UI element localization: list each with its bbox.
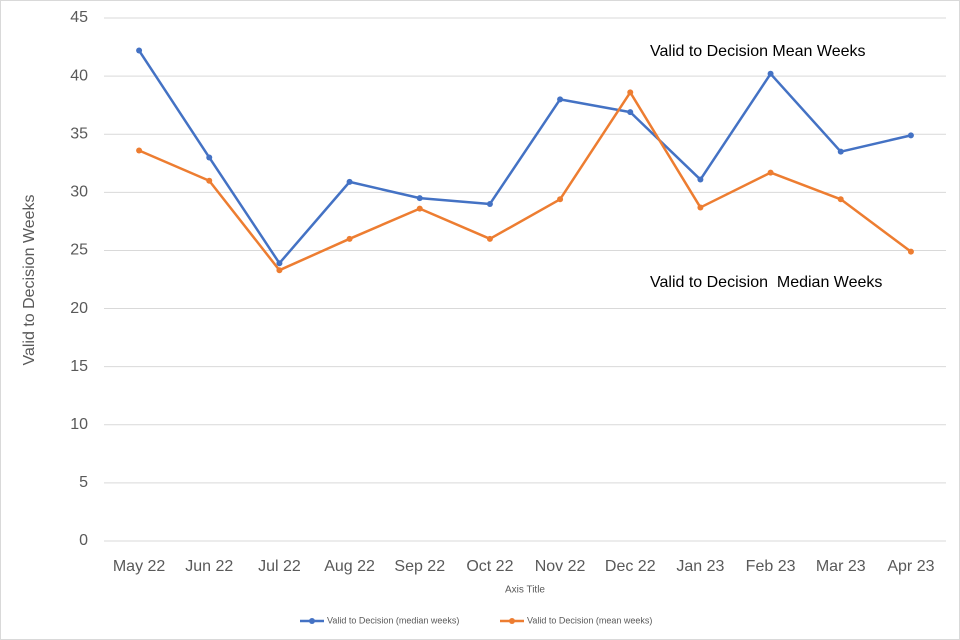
annotation: Valid to Decision Mean Weeks <box>650 43 866 60</box>
data-point <box>206 154 213 161</box>
data-point <box>486 200 493 207</box>
data-point <box>627 89 634 96</box>
data-point <box>136 47 143 54</box>
x-tick-label: Sep 22 <box>394 558 445 575</box>
x-tick-label: Dec 22 <box>605 558 656 575</box>
data-point <box>276 267 283 274</box>
data-point <box>346 178 353 185</box>
x-axis-title: Axis Title <box>505 585 545 596</box>
data-point <box>206 177 213 184</box>
data-point <box>346 235 353 242</box>
x-tick-label: Aug 22 <box>324 558 375 575</box>
data-point <box>416 195 423 202</box>
data-point <box>557 196 564 203</box>
data-point <box>907 132 914 139</box>
series-line <box>138 49 912 265</box>
legend-label: Valid to Decision (mean weeks) <box>527 615 652 625</box>
x-tick-label: Apr 23 <box>887 558 934 575</box>
annotation: Valid to Decision Median Weeks <box>650 274 882 291</box>
y-tick-label: 0 <box>79 532 88 549</box>
data-point <box>627 109 634 116</box>
data-point <box>697 204 704 211</box>
legend-marker <box>309 618 315 624</box>
data-point <box>416 205 423 212</box>
data-point <box>767 70 774 77</box>
x-tick-label: Jun 22 <box>185 558 233 575</box>
y-tick-label: 30 <box>70 184 88 201</box>
y-tick-label: 5 <box>79 474 88 491</box>
data-point <box>276 260 283 267</box>
x-tick-label: Feb 23 <box>746 558 796 575</box>
y-tick-label: 15 <box>70 358 88 375</box>
x-tick-label: May 22 <box>113 558 166 575</box>
x-tick-label: Oct 22 <box>466 558 513 575</box>
x-tick-label: Jan 23 <box>676 558 724 575</box>
data-point <box>837 148 844 155</box>
legend-marker <box>509 618 515 624</box>
data-point <box>486 235 493 242</box>
y-tick-label: 40 <box>70 67 88 84</box>
data-point <box>907 248 914 255</box>
x-tick-label: Nov 22 <box>535 558 586 575</box>
y-tick-label: 35 <box>70 125 88 142</box>
series-line <box>138 91 912 272</box>
data-point <box>136 147 143 154</box>
legend-label: Valid to Decision (median weeks) <box>327 615 459 625</box>
y-tick-label: 20 <box>70 300 88 317</box>
data-point <box>837 196 844 203</box>
data-point <box>697 176 704 183</box>
x-tick-label: Jul 22 <box>258 558 301 575</box>
y-tick-label: 10 <box>70 416 88 433</box>
data-point <box>557 96 564 103</box>
y-tick-label: 45 <box>70 9 88 26</box>
y-tick-label: 25 <box>70 242 88 259</box>
x-tick-label: Mar 23 <box>816 558 866 575</box>
y-axis-title: Valid to Decision Weeks <box>21 194 38 365</box>
data-point <box>767 169 774 176</box>
